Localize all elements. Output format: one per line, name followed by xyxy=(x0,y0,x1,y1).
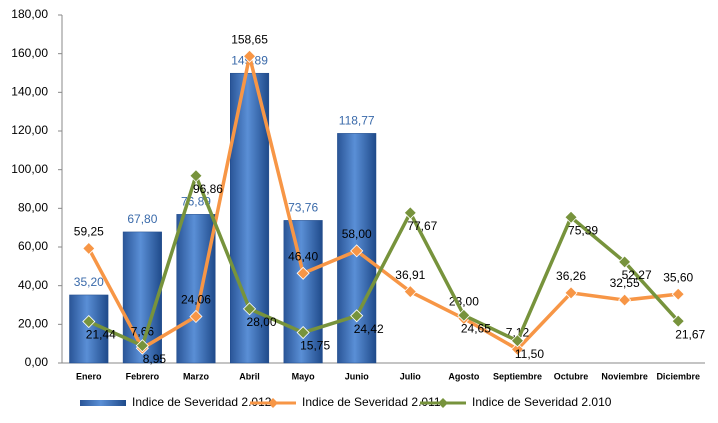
x-tick-label: Diciembre xyxy=(656,371,700,381)
marker xyxy=(403,285,417,299)
marker xyxy=(350,309,364,323)
data-label: 36,26 xyxy=(556,269,586,283)
data-label: 73,76 xyxy=(288,201,318,215)
marker xyxy=(189,169,203,183)
marker xyxy=(510,334,525,348)
legend-label: Indice de Severidad 2.012 xyxy=(132,395,272,409)
marker xyxy=(296,325,310,340)
data-label: 21,44 xyxy=(86,328,116,342)
x-tick-label: Marzo xyxy=(183,371,210,381)
y-tick-label: 20,00 xyxy=(18,317,48,331)
x-tick-label: Julio xyxy=(400,371,422,381)
marker xyxy=(564,210,578,224)
marker xyxy=(135,339,149,353)
marker xyxy=(296,266,310,280)
marker xyxy=(82,241,96,256)
data-label: 35,60 xyxy=(663,270,693,284)
data-label: 46,40 xyxy=(288,249,318,263)
data-label: 8,95 xyxy=(143,352,167,366)
x-tick-label: Junio xyxy=(345,371,370,381)
marker xyxy=(564,286,578,300)
data-label: 96,86 xyxy=(193,182,223,196)
marker xyxy=(671,287,685,301)
legend-marker xyxy=(268,398,278,408)
data-label: 118,77 xyxy=(339,114,375,128)
data-label: 7,66 xyxy=(131,324,155,338)
marker xyxy=(618,293,632,307)
data-label: 35,20 xyxy=(74,275,104,289)
data-label: 24,06 xyxy=(181,293,211,307)
marker xyxy=(510,342,525,356)
x-tick-label: Febrero xyxy=(126,371,160,381)
y-tick-label: 160,00 xyxy=(11,46,48,60)
marker xyxy=(242,302,257,316)
y-tick-label: 0,00 xyxy=(25,355,49,369)
legend-label: Indice de Severidad 2.010 xyxy=(472,395,612,409)
y-tick-label: 60,00 xyxy=(18,239,48,253)
data-label: 21,67 xyxy=(675,327,705,341)
x-tick-label: Enero xyxy=(76,371,102,381)
line xyxy=(88,173,680,348)
y-tick-label: 180,00 xyxy=(11,7,48,21)
legend-label: Indice de Severidad 2.011 xyxy=(302,395,441,409)
bar xyxy=(176,214,216,364)
bar xyxy=(283,220,323,364)
marker xyxy=(457,308,471,322)
x-tick-label: Agosto xyxy=(448,371,479,381)
data-label: 58,00 xyxy=(342,227,372,241)
x-tick-label: Abril xyxy=(239,371,260,381)
x-tick-label: Noviembre xyxy=(601,371,648,381)
y-tick-label: 140,00 xyxy=(11,85,48,99)
marker xyxy=(189,309,203,324)
marker xyxy=(403,206,417,220)
x-tick-label: Mayo xyxy=(292,371,316,381)
marker xyxy=(671,314,685,328)
x-tick-label: Octubre xyxy=(554,371,589,381)
marker xyxy=(350,244,364,258)
data-label: 24,65 xyxy=(461,322,491,336)
data-label: 77,67 xyxy=(407,219,437,233)
data-label: 28,00 xyxy=(247,315,277,329)
data-label: 75,39 xyxy=(568,223,598,237)
data-label: 52,27 xyxy=(622,268,652,282)
data-label: 32,55 xyxy=(610,276,640,290)
data-label: 11,50 xyxy=(515,347,544,361)
marker xyxy=(618,255,632,269)
legend-marker xyxy=(438,398,448,408)
data-label: 36,91 xyxy=(395,268,425,282)
data-label: 158,65 xyxy=(231,32,268,46)
y-tick-label: 100,00 xyxy=(11,162,48,176)
marker xyxy=(82,314,96,329)
y-tick-label: 80,00 xyxy=(18,201,48,215)
data-label: 15,75 xyxy=(300,339,330,353)
line xyxy=(87,54,679,351)
data-label: 24,42 xyxy=(354,322,384,336)
legend-swatch xyxy=(80,400,126,406)
y-tick-label: 120,00 xyxy=(11,123,48,137)
y-tick-label: 40,00 xyxy=(18,278,48,292)
data-label: 59,25 xyxy=(74,225,104,239)
marker xyxy=(242,49,257,63)
data-label: 67,80 xyxy=(127,212,157,226)
x-tick-label: Septiembre xyxy=(493,371,542,381)
